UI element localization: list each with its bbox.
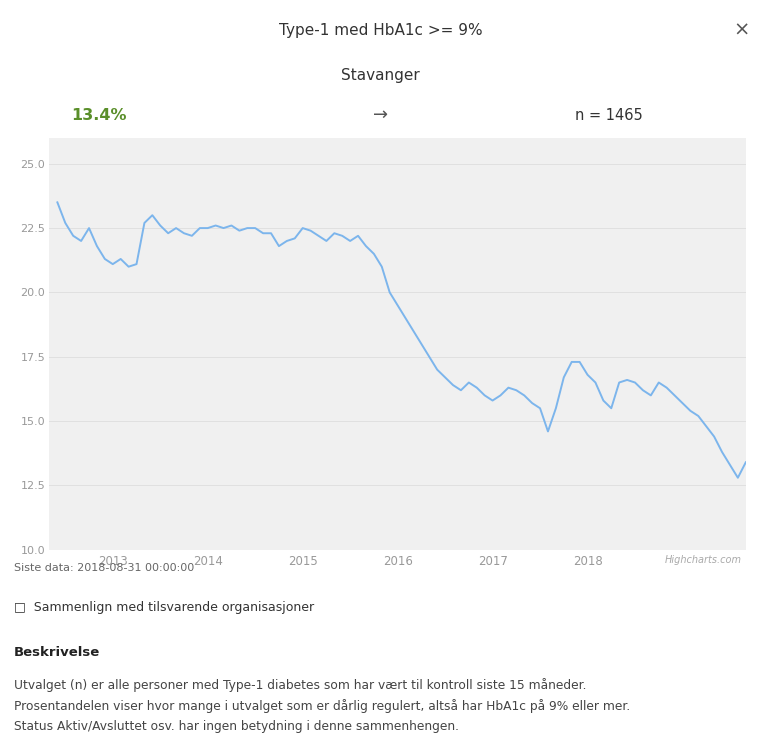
Text: □  Sammenlign med tilsvarende organisasjoner: □ Sammenlign med tilsvarende organisasjo… [14, 601, 314, 613]
Text: Siste data: 2018-08-31 00:00:00: Siste data: 2018-08-31 00:00:00 [14, 562, 194, 573]
Text: Status Aktiv/Avsluttet osv. har ingen betydning i denne sammenhengen.: Status Aktiv/Avsluttet osv. har ingen be… [14, 720, 459, 733]
Text: Type-1 med HbA1c >= 9%: Type-1 med HbA1c >= 9% [279, 23, 482, 38]
Text: n = 1465: n = 1465 [575, 108, 643, 123]
Text: Prosentandelen viser hvor mange i utvalget som er dårlig regulert, altså har HbA: Prosentandelen viser hvor mange i utvalg… [14, 699, 630, 713]
Text: 13.4%: 13.4% [72, 108, 126, 123]
Text: Beskrivelse: Beskrivelse [14, 646, 100, 659]
Text: Highcharts.com: Highcharts.com [665, 555, 742, 565]
Text: ×: × [734, 21, 750, 40]
Text: →: → [373, 106, 388, 124]
Text: Stavanger: Stavanger [341, 68, 420, 83]
Text: Utvalget (n) er alle personer med Type-1 diabetes som har vært til kontroll sist: Utvalget (n) er alle personer med Type-1… [14, 678, 586, 692]
